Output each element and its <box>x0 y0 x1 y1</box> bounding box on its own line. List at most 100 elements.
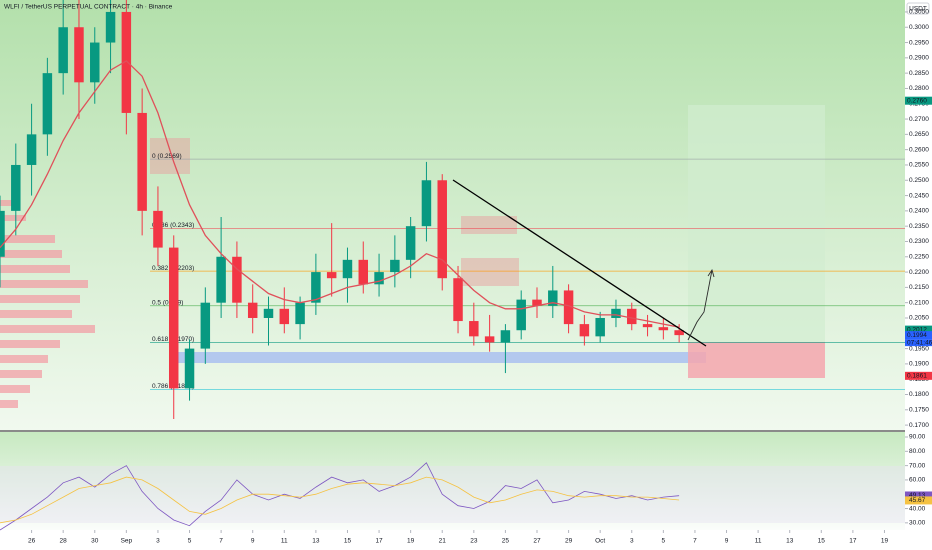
candle-body <box>216 256 226 303</box>
price-tag-label: 0.2012 <box>907 326 927 333</box>
rsi-tick-label: 40.00 <box>909 505 926 512</box>
y-tick-label: 0.3000 <box>909 24 929 31</box>
y-tick-label: 0.2250 <box>909 253 929 260</box>
countdown: 07:41:46 <box>907 339 932 346</box>
x-tick-label: 29 <box>565 538 573 545</box>
price-tag <box>905 96 932 105</box>
y-tick-label: 0.2800 <box>909 85 929 92</box>
candle-body <box>342 259 353 279</box>
price-tag <box>905 331 932 340</box>
x-tick-label: 11 <box>755 538 762 545</box>
moving-average <box>0 60 680 328</box>
candle-body <box>405 226 416 260</box>
candle-body <box>279 308 290 325</box>
price-tag <box>905 371 932 380</box>
candle-body <box>674 330 684 336</box>
candle-body <box>421 180 432 227</box>
candle-body <box>153 210 163 248</box>
y-tick-label: 0.2400 <box>909 208 929 215</box>
x-tick-label: 19 <box>881 538 889 545</box>
candle-body <box>500 330 511 343</box>
x-tick-label: 3 <box>630 538 634 545</box>
candle-body <box>437 180 447 279</box>
y-tick-label: 0.2950 <box>909 39 929 46</box>
rsi-band <box>0 466 905 523</box>
y-tick-label: 0.2650 <box>909 131 929 138</box>
candle-body <box>263 308 274 318</box>
x-tick-label: 11 <box>281 538 288 545</box>
fib-label: 0 (0.2569) <box>152 153 182 160</box>
candle-body <box>311 272 321 303</box>
candle-body <box>516 299 526 331</box>
y-tick-label: 0.2450 <box>909 192 929 199</box>
x-tick-label: 17 <box>849 538 857 545</box>
candle-body <box>469 321 479 337</box>
x-tick-label: 3 <box>156 538 160 545</box>
x-tick-label: 15 <box>818 538 826 545</box>
y-tick-label: 0.2700 <box>909 116 929 123</box>
countdown-box <box>905 339 932 347</box>
price-tag-label: 0.2760 <box>907 97 927 104</box>
rsi-line <box>0 462 680 531</box>
candle-body <box>453 278 463 322</box>
time-axis <box>0 530 905 550</box>
rsi-tag <box>905 496 932 505</box>
candle-body <box>105 11 116 43</box>
candle-body <box>358 259 369 285</box>
candle-body <box>58 27 68 74</box>
candle-body <box>579 324 590 337</box>
fib-label: 0.5 (0.209) <box>152 299 183 306</box>
y-tick-label: 0.3050 <box>909 9 929 16</box>
candle-body <box>90 42 100 83</box>
candle-body <box>0 210 5 257</box>
y-tick-label: 0.1900 <box>909 361 929 368</box>
rsi-tick-label: 80.00 <box>909 448 926 455</box>
candle-body <box>200 302 211 349</box>
y-tick-label: 0.2550 <box>909 162 929 169</box>
volume-profile <box>0 200 95 408</box>
x-tick-label: 21 <box>439 538 447 545</box>
x-tick-label: 28 <box>60 538 68 545</box>
candle-body <box>627 308 637 325</box>
y-tick-label: 0.2200 <box>909 269 929 276</box>
x-tick-label: 7 <box>219 538 223 545</box>
rsi-pane <box>0 432 905 530</box>
candle-body <box>595 317 605 337</box>
candle-body <box>74 27 84 83</box>
candle-body <box>374 272 384 285</box>
candle-body <box>611 308 621 318</box>
x-tick-label: 13 <box>786 538 794 545</box>
trend-line <box>452 179 707 347</box>
pane-divider <box>0 430 932 432</box>
price-tag <box>905 325 932 334</box>
price-tag-label: 0.1861 <box>907 373 927 380</box>
x-tick-label: 17 <box>375 538 383 545</box>
candle-body <box>184 348 195 389</box>
currency: USDT <box>909 6 927 13</box>
candle-body <box>295 302 305 325</box>
x-tick-label: 13 <box>312 538 320 545</box>
chart-title: WLFI / TetherUS PERPETUAL CONTRACT · 4h … <box>4 4 173 11</box>
x-tick-label: 25 <box>502 538 510 545</box>
fib-label: 0.236 (0.2343) <box>152 222 194 229</box>
rsi-tick-label: 70.00 <box>909 462 926 469</box>
x-tick-label: 19 <box>407 538 415 545</box>
demand-zone <box>169 352 706 363</box>
target-box <box>688 105 825 342</box>
y-tick-label: 0.2300 <box>909 238 929 245</box>
candle-body <box>137 112 147 211</box>
stop-box <box>688 342 825 378</box>
candle-body <box>642 324 653 328</box>
projection-arrow <box>687 269 713 341</box>
candle-body <box>232 256 242 303</box>
x-tick-label: 9 <box>725 538 729 545</box>
x-tick-label: Oct <box>595 538 605 545</box>
candle-body <box>563 290 574 325</box>
candle-body <box>484 336 495 343</box>
rsi-tick-label: 30.00 <box>909 520 926 527</box>
supply-zone <box>461 216 517 234</box>
x-tick-label: 30 <box>91 538 99 545</box>
x-tick-label: Sep <box>121 538 133 545</box>
x-tick-label: 26 <box>28 538 36 545</box>
candle-body <box>26 134 37 165</box>
